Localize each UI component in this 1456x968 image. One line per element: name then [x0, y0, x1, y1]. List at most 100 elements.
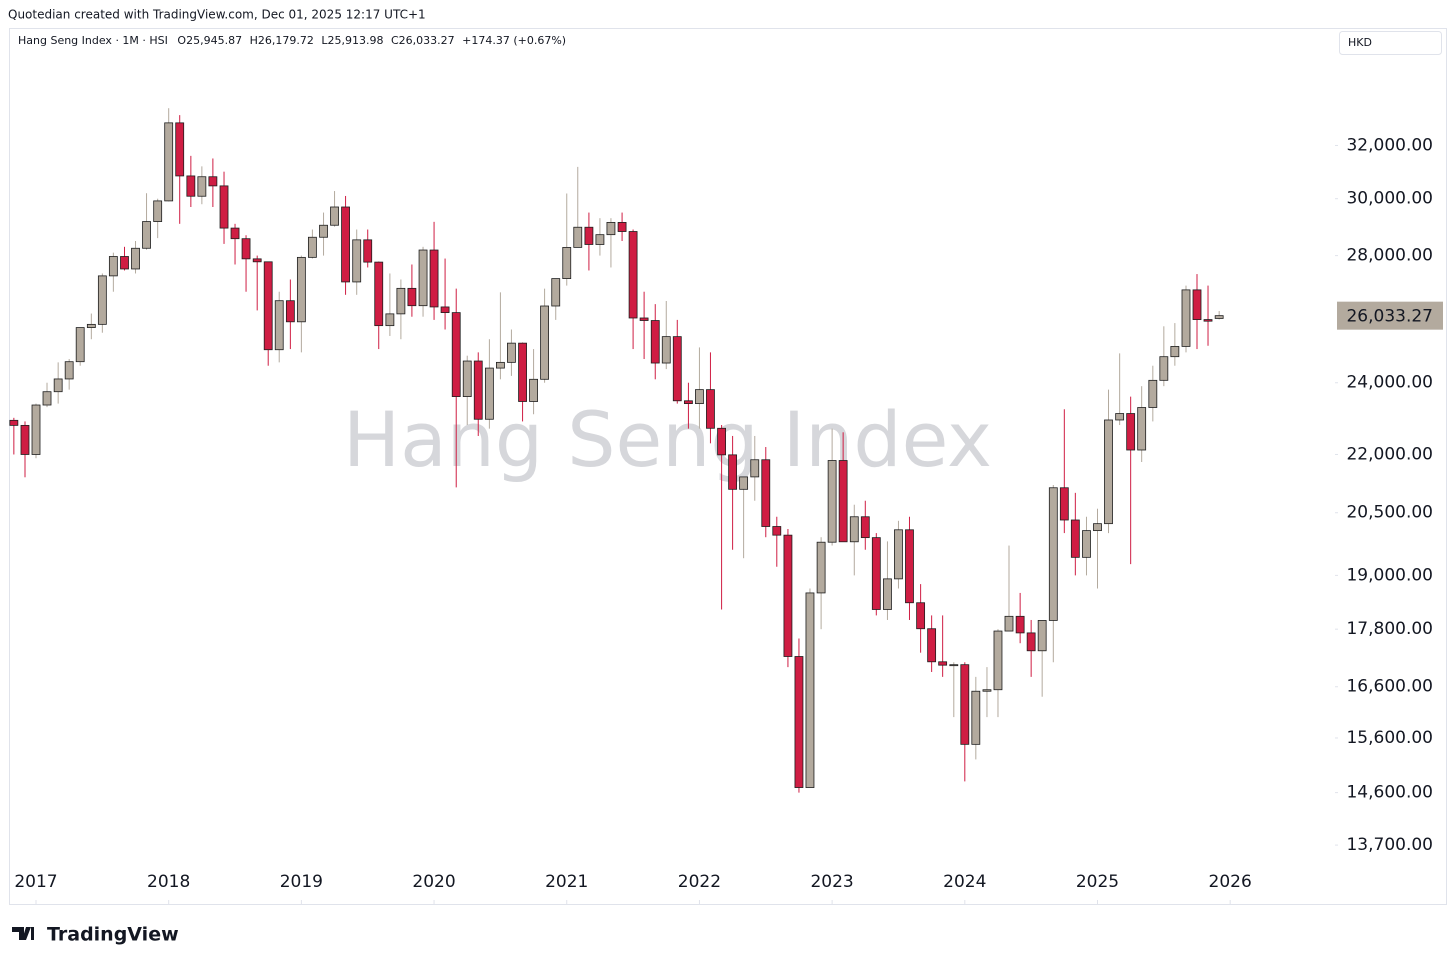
y-tick-label: 30,000.00: [1346, 189, 1433, 209]
candle-body: [9, 419, 19, 426]
candle-body: [1203, 319, 1213, 322]
candle-body: [1214, 315, 1224, 319]
candle-body: [750, 459, 760, 478]
candle-body: [993, 630, 1003, 691]
candle-body: [75, 327, 85, 363]
candle-body: [164, 122, 174, 202]
candle-body: [263, 261, 273, 351]
candle-body: [695, 389, 704, 405]
y-tick-label: 20,500.00: [1346, 503, 1433, 523]
candle-body: [971, 690, 981, 745]
candle-body: [1170, 346, 1180, 358]
candle-body: [31, 404, 41, 455]
x-tick-label: 2022: [678, 872, 721, 892]
candle-body: [838, 460, 848, 543]
plot: Hang Seng Index 32,000.00 30,000.00 28,000.…: [9, 108, 1443, 904]
candle-body: [385, 313, 395, 327]
y-tick-label: 17,800.00: [1346, 619, 1433, 639]
currency-box[interactable]: [1339, 31, 1442, 55]
candle-body: [1070, 519, 1080, 558]
candle-body: [274, 300, 284, 351]
symbol: Hang Seng Index · 1M · HSI O25,945.87 H2…: [18, 34, 566, 47]
candle-body: [949, 664, 959, 667]
candle-body: [529, 378, 538, 402]
candle-body: [120, 256, 129, 270]
candle-body: [64, 361, 74, 380]
candle-body: [429, 249, 439, 308]
ohlc-low: L25,913.98: [321, 34, 383, 47]
x-tick-label: 2026: [1209, 872, 1252, 892]
candle-body: [20, 424, 30, 455]
candle-body: [938, 661, 948, 666]
candle-body: [230, 227, 240, 240]
candle-body: [827, 460, 837, 543]
candle-body: [816, 541, 826, 594]
attribution: Quotedian created with TradingView.com, …: [8, 8, 426, 22]
candle-body: [606, 222, 616, 236]
candle-body: [562, 246, 572, 279]
y-tick-label: 15,600.00: [1346, 728, 1433, 748]
candle-body: [1148, 379, 1158, 408]
y-tick-label: 13,700.00: [1346, 835, 1433, 855]
candle-body: [794, 656, 804, 788]
candle-body: [1181, 289, 1191, 347]
candle-body: [617, 222, 627, 232]
chart-frame: [9, 28, 1447, 905]
candle-body: [108, 256, 118, 277]
candle-body: [728, 454, 738, 490]
x-tick-label: 2018: [147, 872, 190, 892]
candle-body: [241, 238, 251, 260]
ohlc-close: C26,033.27: [391, 34, 455, 47]
candle-body: [1137, 407, 1147, 451]
candle-body: [252, 258, 262, 263]
x-tick-label: 2020: [412, 872, 455, 892]
candle-body: [53, 378, 63, 393]
candle-body: [142, 221, 151, 249]
candle-body: [462, 360, 472, 397]
candle-body: [1104, 419, 1113, 525]
candle-body: [97, 275, 107, 325]
candle-body: [186, 175, 196, 197]
candle-body: [1015, 615, 1025, 634]
candle-body: [805, 592, 815, 788]
candle-body: [927, 628, 937, 663]
logo: TradingView: [12, 924, 179, 946]
candle-body: [905, 529, 914, 604]
candle-body: [86, 323, 96, 328]
candle-body: [628, 231, 638, 319]
x-tick-label: 2023: [810, 872, 853, 892]
x-tick-label: 2019: [280, 872, 323, 892]
candle-body: [706, 389, 715, 429]
candle-body: [352, 239, 362, 283]
candle-body: [960, 664, 970, 745]
candle-body: [473, 360, 483, 420]
currency[interactable]: HKD: [1348, 36, 1372, 49]
candle-body: [208, 176, 218, 187]
candle-body: [296, 256, 306, 323]
candle-body: [1159, 356, 1169, 381]
candle-body: [540, 305, 549, 380]
candle-body: [595, 234, 605, 245]
candle-body: [153, 200, 163, 222]
candle-body: [396, 287, 406, 315]
candle-body: [1048, 487, 1058, 621]
candle-body: [739, 476, 749, 490]
last-price-tag: [1337, 301, 1443, 330]
y-tick-label: 19,000.00: [1346, 565, 1433, 585]
candle-body: [285, 300, 295, 323]
y-tick-label: 16,600.00: [1346, 677, 1433, 697]
candle-body: [484, 367, 494, 420]
ohlc-change: +174.37 (+0.67%): [462, 34, 566, 47]
last-price-label: 26,033.27: [1346, 307, 1433, 327]
candle-body: [341, 206, 350, 283]
candle-body: [849, 516, 859, 543]
candle-body: [772, 526, 782, 536]
candle-body: [916, 602, 926, 630]
candle-body: [507, 342, 516, 363]
candle-body: [374, 261, 384, 327]
candle-body: [672, 336, 682, 402]
candle-body: [860, 516, 870, 539]
ohlc-high: H26,179.72: [250, 34, 314, 47]
